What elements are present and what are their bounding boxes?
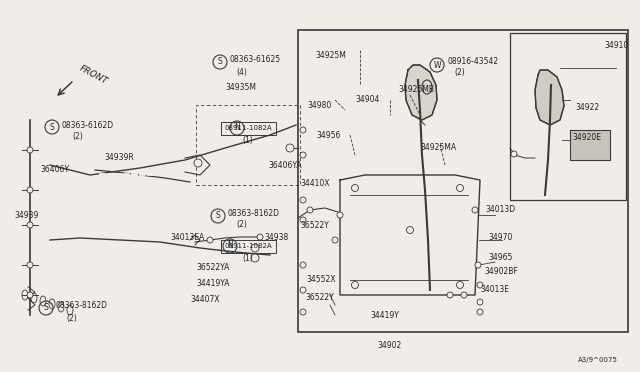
Text: 34970: 34970	[488, 234, 513, 243]
Text: (2): (2)	[72, 131, 83, 141]
Text: S: S	[44, 304, 49, 312]
Text: 34013E: 34013E	[480, 285, 509, 295]
Text: 34410X: 34410X	[300, 179, 330, 187]
Bar	[510, 33, 626, 200]
Text: 34956: 34956	[316, 131, 340, 140]
Circle shape	[300, 287, 306, 293]
Text: 08916-43542: 08916-43542	[448, 58, 499, 67]
Circle shape	[27, 292, 33, 298]
Text: (1): (1)	[243, 135, 253, 144]
Circle shape	[477, 282, 483, 288]
Text: 36522YA: 36522YA	[196, 263, 229, 273]
Polygon shape	[535, 70, 564, 125]
Circle shape	[461, 292, 467, 298]
Circle shape	[406, 227, 413, 234]
Text: 08363-6162D: 08363-6162D	[62, 121, 114, 129]
Text: (4): (4)	[236, 67, 247, 77]
Circle shape	[300, 262, 306, 268]
Circle shape	[332, 237, 338, 243]
Text: 34013EA: 34013EA	[170, 234, 204, 243]
Text: 34419Y: 34419Y	[370, 311, 399, 320]
Circle shape	[477, 299, 483, 305]
Text: 36522Y: 36522Y	[300, 221, 329, 230]
Circle shape	[251, 244, 259, 252]
Text: 34935M: 34935M	[225, 83, 256, 93]
Text: (1): (1)	[243, 253, 253, 263]
Text: 36406YA: 36406YA	[268, 160, 301, 170]
Bar	[196, 105, 300, 185]
Text: 08911-1082A: 08911-1082A	[224, 125, 272, 131]
Text: 34925MB: 34925MB	[398, 86, 434, 94]
Bar	[298, 30, 628, 332]
Circle shape	[511, 151, 517, 157]
Text: 34920E: 34920E	[572, 134, 601, 142]
Text: 34939: 34939	[14, 211, 38, 219]
Text: 34938: 34938	[264, 234, 288, 243]
Circle shape	[286, 144, 294, 152]
Circle shape	[337, 212, 343, 218]
Text: N: N	[227, 241, 233, 250]
Circle shape	[194, 159, 202, 167]
Text: 34904: 34904	[355, 96, 380, 105]
Polygon shape	[405, 65, 437, 120]
Circle shape	[257, 234, 263, 240]
Text: 34922: 34922	[575, 103, 599, 112]
Text: 08363-8162D: 08363-8162D	[56, 301, 108, 311]
Text: 08363-61625: 08363-61625	[230, 55, 281, 64]
Text: 34552X: 34552X	[306, 276, 335, 285]
Text: 34939R: 34939R	[104, 154, 134, 163]
Circle shape	[27, 222, 33, 228]
Circle shape	[300, 217, 306, 223]
Text: S: S	[216, 212, 220, 221]
Circle shape	[27, 262, 33, 268]
Text: 34419YA: 34419YA	[196, 279, 230, 288]
Circle shape	[456, 282, 463, 289]
Circle shape	[300, 127, 306, 133]
Text: 34980: 34980	[307, 100, 332, 109]
Text: 34902: 34902	[378, 340, 402, 350]
Circle shape	[300, 197, 306, 203]
Text: 34910: 34910	[604, 41, 628, 49]
Circle shape	[251, 254, 259, 262]
Bar	[570, 130, 610, 160]
Text: S: S	[50, 122, 54, 131]
Circle shape	[27, 147, 33, 153]
Circle shape	[207, 237, 213, 243]
Text: 08911-1082A: 08911-1082A	[224, 243, 272, 249]
Circle shape	[477, 309, 483, 315]
Text: A3/9^0075: A3/9^0075	[578, 357, 618, 363]
Text: S: S	[218, 58, 222, 67]
Text: (2): (2)	[66, 314, 77, 323]
Text: 34902BF: 34902BF	[484, 267, 518, 276]
Text: 08363-8162D: 08363-8162D	[228, 208, 280, 218]
Circle shape	[351, 185, 358, 192]
Text: 34965: 34965	[488, 253, 513, 263]
Circle shape	[472, 207, 478, 213]
Text: W: W	[433, 61, 441, 70]
Circle shape	[27, 187, 33, 193]
Text: 34925M: 34925M	[315, 51, 346, 60]
Text: 34925MA: 34925MA	[420, 144, 456, 153]
Text: FRONT: FRONT	[78, 64, 109, 86]
Circle shape	[307, 207, 313, 213]
Text: (2): (2)	[454, 68, 465, 77]
Circle shape	[300, 309, 306, 315]
Text: N: N	[234, 124, 240, 132]
Text: (2): (2)	[236, 219, 247, 228]
Circle shape	[351, 282, 358, 289]
Circle shape	[300, 152, 306, 158]
Text: 36406Y: 36406Y	[40, 166, 69, 174]
Circle shape	[475, 262, 481, 268]
Text: 34407X: 34407X	[190, 295, 220, 305]
Text: 36522Y: 36522Y	[305, 294, 333, 302]
Text: 34013D: 34013D	[485, 205, 515, 215]
Circle shape	[456, 185, 463, 192]
Circle shape	[447, 292, 453, 298]
